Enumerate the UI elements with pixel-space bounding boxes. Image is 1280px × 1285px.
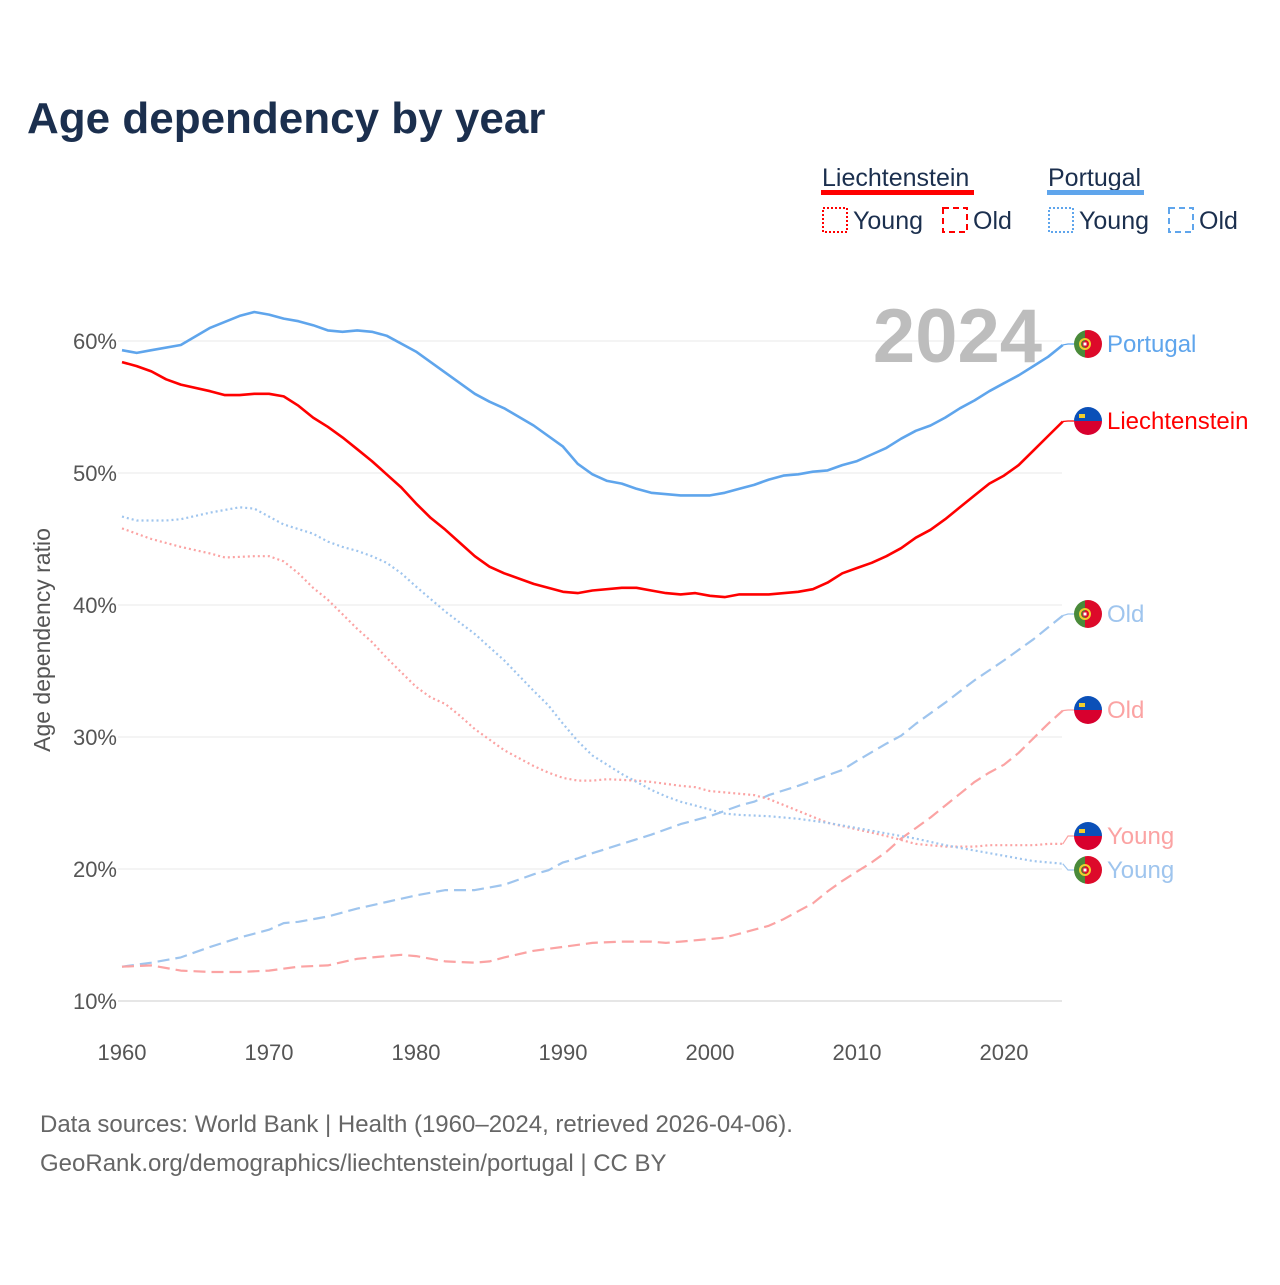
- flag-red: [1074, 836, 1102, 850]
- footer-credit: GeoRank.org/demographics/liechtenstein/p…: [40, 1150, 667, 1177]
- grid: 10% 20% 30% 40% 50% 60% 1960 1970 1980 1990 2000 20…: [73, 329, 1062, 1065]
- flag-sphere: [1079, 608, 1091, 620]
- flag-sphere: [1079, 338, 1091, 350]
- series-line-liechtenstein-old: [121, 709, 1064, 974]
- label-connector: [1062, 343, 1074, 346]
- series-line-liechtenstein-young: [121, 527, 1063, 848]
- flag-shield: [1082, 867, 1088, 873]
- y-tick-label: 50%: [73, 461, 117, 486]
- legend-group-underline: [821, 190, 974, 195]
- label-connector: [1062, 613, 1074, 617]
- x-tick-label: 1960: [98, 1040, 147, 1065]
- liechtenstein-flag-icon: [1074, 696, 1102, 724]
- series-line-portugal: [121, 310, 1064, 497]
- flag-red: [1074, 421, 1102, 435]
- footer-source: Data sources: World Bank | Health (1960–…: [40, 1111, 793, 1138]
- y-tick-label: 10%: [73, 989, 117, 1014]
- legend-swatch-dashed: [942, 207, 968, 233]
- flag-crown: [1079, 829, 1085, 833]
- end-label: Young: [1107, 823, 1174, 850]
- y-tick-label: 40%: [73, 593, 117, 618]
- x-tick-label: 2020: [980, 1040, 1029, 1065]
- flag-red: [1085, 600, 1102, 628]
- y-tick-label: 20%: [73, 857, 117, 882]
- label-connector: [1062, 835, 1074, 845]
- series-line-liechtenstein: [121, 360, 1064, 599]
- legend-swatch-dotted: [1048, 207, 1074, 233]
- liechtenstein-flag-icon: [1074, 822, 1102, 850]
- x-tick-label: 2010: [833, 1040, 882, 1065]
- y-axis-label: Age dependency ratio: [29, 528, 55, 752]
- end-labels: Portugal Liechtenstein Old Old Young Young: [1062, 330, 1248, 884]
- legend-item-label: Young: [853, 207, 923, 235]
- portugal-flag-icon: [1074, 330, 1102, 358]
- y-tick-label: 60%: [73, 329, 117, 354]
- legend: Liechtenstein Young Old Portugal Young Old: [821, 164, 1238, 235]
- legend-group-underline: [1047, 190, 1144, 195]
- flag-blue: [1074, 407, 1102, 421]
- x-tick-label: 1980: [392, 1040, 441, 1065]
- flag-blue: [1074, 822, 1102, 836]
- flag-red: [1085, 856, 1102, 884]
- flag-red: [1074, 710, 1102, 724]
- legend-item-label: Old: [1199, 207, 1238, 235]
- label-connector: [1062, 709, 1074, 712]
- legend-swatch-dotted: [822, 207, 848, 233]
- x-tick-label: 1970: [245, 1040, 294, 1065]
- legend-item-label: Old: [973, 207, 1012, 235]
- liechtenstein-flag-icon: [1074, 407, 1102, 435]
- y-tick-label: 30%: [73, 725, 117, 750]
- legend-group-title: Portugal: [1048, 164, 1141, 192]
- year-label: 2024: [873, 294, 1042, 379]
- end-label: Old: [1107, 601, 1144, 628]
- portugal-flag-icon: [1074, 600, 1102, 628]
- x-tick-label: 2000: [686, 1040, 735, 1065]
- series-line-portugal-young: [121, 506, 1063, 865]
- portugal-flag-icon: [1074, 856, 1102, 884]
- flag-sphere: [1079, 864, 1091, 876]
- series-lines: [121, 310, 1064, 974]
- label-connector: [1062, 420, 1074, 423]
- end-label: Liechtenstein: [1107, 408, 1248, 435]
- legend-group-title: Liechtenstein: [822, 164, 969, 192]
- legend-item-label: Young: [1079, 207, 1149, 235]
- flag-red: [1085, 330, 1102, 358]
- flag-shield: [1082, 341, 1088, 347]
- flag-shield: [1082, 611, 1088, 617]
- flag-blue: [1074, 696, 1102, 710]
- legend-swatch-dashed: [1168, 207, 1194, 233]
- label-connector: [1062, 863, 1074, 871]
- chart-title: Age dependency by year: [27, 94, 545, 143]
- x-tick-label: 1990: [539, 1040, 588, 1065]
- series-line-portugal-old: [121, 614, 1064, 968]
- end-label: Portugal: [1107, 331, 1196, 358]
- flag-crown: [1079, 414, 1085, 418]
- end-label: Young: [1107, 857, 1174, 884]
- flag-crown: [1079, 703, 1085, 707]
- end-label: Old: [1107, 697, 1144, 724]
